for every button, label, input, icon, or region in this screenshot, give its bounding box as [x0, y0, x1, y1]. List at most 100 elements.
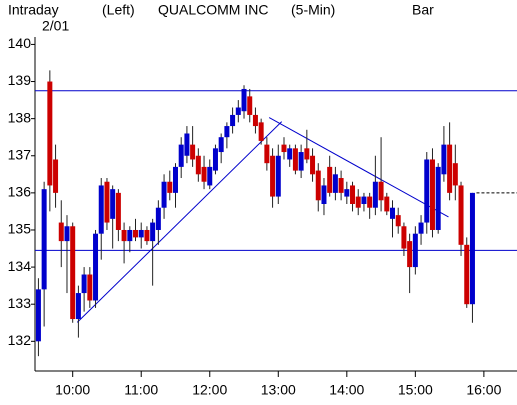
- candle-body: [435, 166, 441, 230]
- candle-body: [218, 137, 224, 153]
- style: Bar: [412, 2, 434, 18]
- y-tick-label: 132: [8, 332, 32, 348]
- candle-body: [458, 185, 464, 245]
- period: Intraday: [8, 2, 59, 18]
- y-tick-label: 135: [8, 221, 32, 237]
- candle-body: [75, 293, 81, 320]
- candle-body: [310, 155, 316, 175]
- y-tick-label: 138: [8, 109, 32, 125]
- candle-body: [452, 163, 458, 186]
- candle-body: [150, 222, 156, 242]
- x-tick-label: 12:00: [192, 382, 227, 398]
- candle-body: [275, 155, 281, 197]
- candle-body: [230, 114, 236, 127]
- x-tick-label: 15:00: [398, 382, 433, 398]
- candle-body: [412, 233, 418, 268]
- candle-body: [133, 229, 139, 238]
- candle-body: [224, 126, 230, 138]
- candle-body: [252, 114, 258, 127]
- axis-side: (Left): [102, 2, 135, 18]
- candle-body: [41, 189, 47, 290]
- candle-body: [178, 144, 184, 167]
- chart-title: QUALCOMM INC: [158, 2, 268, 18]
- candle-body: [35, 289, 41, 342]
- candle-body: [161, 181, 167, 208]
- candle-body: [390, 207, 396, 219]
- candle-body: [372, 181, 378, 208]
- candle-body: [47, 81, 53, 186]
- candle-body: [235, 107, 241, 115]
- candle-body: [167, 181, 173, 193]
- trend-line: [268, 117, 449, 218]
- candle-body: [93, 233, 99, 301]
- trend-line: [76, 121, 283, 323]
- candle-body: [270, 155, 276, 197]
- candle-body: [70, 226, 76, 320]
- candle-body: [127, 229, 133, 242]
- y-tick-label: 140: [8, 35, 32, 51]
- candle-body: [441, 144, 447, 175]
- candle-body: [53, 159, 59, 193]
- candle-body: [81, 274, 87, 294]
- candle-body: [172, 166, 178, 193]
- interval: (5-Min): [291, 2, 335, 18]
- candle-body: [184, 133, 190, 156]
- x-tick-label: 11:00: [124, 382, 158, 398]
- candle-body: [241, 88, 247, 112]
- candle-body: [469, 192, 475, 305]
- candle-body: [384, 196, 390, 212]
- x-tick-label: 16:00: [466, 382, 501, 398]
- candle-body: [315, 170, 321, 201]
- candle-body: [378, 181, 384, 201]
- candle-body: [115, 192, 121, 230]
- candle-body: [64, 226, 70, 242]
- y-tick-label: 134: [8, 258, 32, 274]
- candle-body: [264, 144, 270, 164]
- date: 2/01: [42, 18, 69, 34]
- y-tick-label: 137: [8, 146, 32, 162]
- candle-body: [327, 166, 333, 193]
- candle-body: [304, 148, 310, 160]
- candle-body: [201, 166, 207, 182]
- candle-body: [395, 215, 401, 227]
- y-tick-label: 139: [8, 72, 32, 88]
- candle-body: [190, 144, 196, 160]
- candle-body: [367, 196, 373, 208]
- y-tick-label: 136: [8, 184, 32, 200]
- candle-body: [424, 159, 430, 223]
- candle-body: [287, 148, 293, 160]
- candle-body: [361, 196, 367, 204]
- candle-body: [104, 181, 110, 223]
- x-tick-label: 13:00: [261, 382, 296, 398]
- candle-body: [110, 189, 116, 219]
- candle-body: [429, 159, 435, 230]
- candle-body: [58, 222, 64, 242]
- candle-body: [350, 185, 356, 204]
- candle-body: [355, 196, 361, 208]
- candle-body: [98, 185, 104, 234]
- candle-body: [121, 229, 127, 242]
- candle-body: [155, 207, 161, 230]
- candle-body: [338, 178, 344, 193]
- candle-body: [418, 222, 424, 234]
- candle-body: [258, 122, 264, 141]
- candle-body: [332, 174, 338, 193]
- candle-body: [247, 96, 253, 115]
- candle-body: [281, 144, 287, 153]
- candle-body: [447, 144, 453, 193]
- candle-body: [321, 185, 327, 204]
- candle-body: [292, 148, 298, 171]
- x-tick-label: 14:00: [329, 382, 364, 398]
- candle-body: [344, 189, 350, 197]
- candle-body: [207, 166, 213, 186]
- candle-body: [407, 241, 413, 268]
- candle-body: [464, 244, 470, 305]
- candle-body: [144, 229, 150, 242]
- candle-body: [212, 148, 218, 171]
- candle-body: [298, 152, 304, 171]
- y-tick-label: 133: [8, 295, 32, 311]
- x-tick-label: 10:00: [55, 382, 90, 398]
- candle-body: [401, 226, 407, 249]
- candle-body: [138, 229, 144, 238]
